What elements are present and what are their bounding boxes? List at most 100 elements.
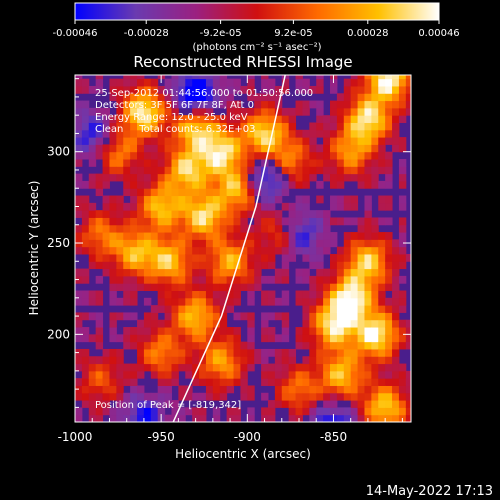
heatmap-cell [95,385,104,394]
heatmap-cell [185,122,193,131]
heatmap-cell [164,253,172,262]
heatmap-cell [254,232,262,240]
heatmap-cell [102,253,110,262]
heatmap-cell [116,261,124,270]
heatmap-cell [130,173,138,182]
heatmap-cell [309,334,317,343]
heatmap-cell [281,290,290,299]
heatmap-cell [185,202,193,211]
heatmap-cell [378,107,386,116]
heatmap-cell [371,297,379,306]
heatmap-cell [288,137,297,145]
heatmap-cell [88,137,97,145]
heatmap-cell [316,370,324,379]
heatmap-cell [178,210,186,218]
heatmap-cell [212,370,221,379]
heatmap-cell [88,312,97,321]
heatmap-cell [330,290,338,299]
heatmap-cell [192,363,200,372]
heatmap-cell [143,341,152,350]
heatmap-cell [137,122,145,131]
heatmap-cell [330,348,338,357]
heatmap-cell [309,129,317,138]
heatmap-cell [336,144,345,153]
heatmap-cell [81,363,90,372]
heatmap-cell [233,407,241,416]
heatmap-cell [267,78,276,87]
heatmap-cell [392,144,400,153]
heatmap-cell [212,202,221,211]
heatmap-cell [157,297,166,306]
heatmap-cell [240,246,248,255]
heatmap-cell [205,188,214,197]
heatmap-cell [199,144,207,153]
heatmap-cell [171,93,179,102]
heatmap-cell [378,319,386,328]
heatmap-cell [267,173,276,182]
heatmap-cell [171,275,179,284]
heatmap-cell [247,268,255,277]
heatmap-cell [171,363,179,372]
heatmap-cell [398,217,407,226]
heatmap-cell [378,268,386,277]
heatmap-cell [205,370,214,379]
heatmap-cell [75,224,83,233]
heatmap-cell [330,115,338,123]
heatmap-cell [267,151,276,160]
heatmap-cell [378,78,386,87]
heatmap-cell [343,283,352,292]
heatmap-cell [398,85,407,94]
heatmap-cell [109,414,117,422]
heatmap-cell [343,356,352,365]
heatmap-cell [240,275,248,284]
info-line-time-range: 25-Sep-2012 01:44:56.000 to 01:50:56.000 [95,88,313,99]
heatmap-cell [199,100,207,109]
heatmap-cell [130,290,138,299]
heatmap-cell [378,239,386,248]
heatmap-cell [192,195,200,204]
heatmap-cell [336,137,345,145]
heatmap-cell [371,327,379,335]
heatmap-cell [130,159,138,167]
heatmap-cell [95,327,104,335]
heatmap-cell [192,173,200,182]
heatmap-cell [261,195,269,204]
heatmap-cell [123,378,131,386]
heatmap-cell [130,312,138,321]
heatmap-cell [199,93,207,102]
heatmap-cell [357,137,365,145]
heatmap-cell [392,115,400,123]
heatmap-cell [171,341,179,350]
heatmap-cell [316,283,324,292]
heatmap-cell [130,253,138,262]
heatmap-cell [205,348,214,357]
heatmap-cell [226,239,235,248]
heatmap-cell [81,202,90,211]
heatmap-cell [81,217,90,226]
heatmap-cell [398,327,407,335]
heatmap-cell [150,261,159,270]
heatmap-cell [157,385,166,394]
colorbar-tick-label: -0.00046 [53,28,98,39]
heatmap-cell [185,392,193,401]
heatmap-cell [88,173,97,182]
heatmap-cell [199,378,207,386]
heatmap-cell [226,217,235,226]
heatmap-cell [330,217,338,226]
heatmap-cell [247,202,255,211]
heatmap-cell [81,334,90,343]
heatmap-cell [150,166,159,175]
heatmap-cell [350,217,359,226]
heatmap-cell [371,159,379,167]
heatmap-cell [199,312,207,321]
heatmap-cell [205,85,214,94]
heatmap-cell [109,407,117,416]
heatmap-cell [185,144,193,153]
heatmap-cell [212,224,221,233]
heatmap-cell [247,392,255,401]
heatmap-cell [178,253,186,262]
heatmap-cell [157,261,166,270]
heatmap-cell [281,327,290,335]
heatmap-cell [274,356,283,365]
heatmap-cell [350,319,359,328]
